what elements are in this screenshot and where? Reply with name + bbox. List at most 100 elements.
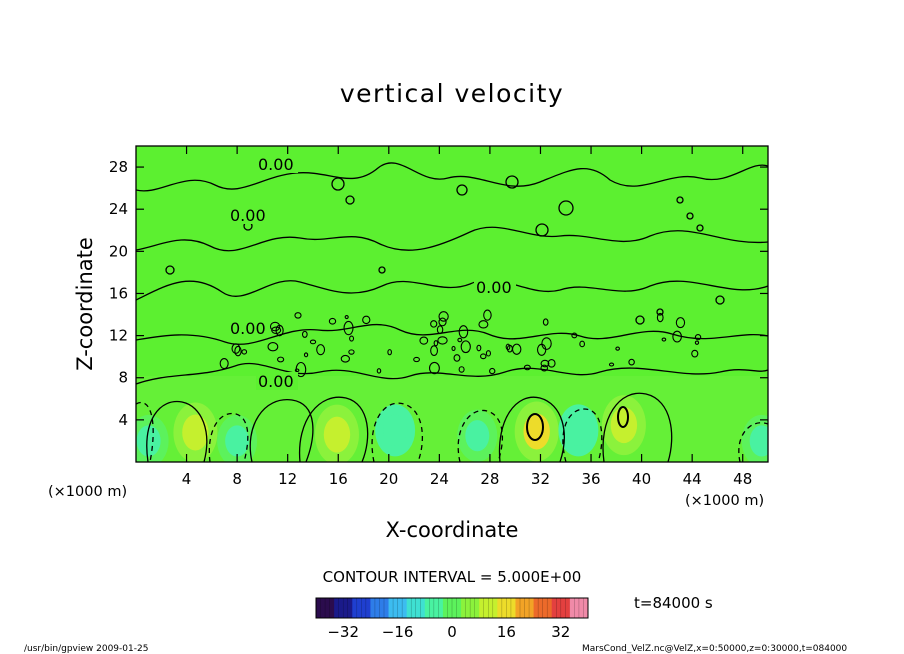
contour-cell <box>301 330 308 338</box>
x-tick-label: 36 <box>581 470 600 488</box>
contour-cell <box>387 349 392 356</box>
x-tick-label: 4 <box>182 470 192 488</box>
colorbar-swatch <box>352 598 371 618</box>
x-tick-label: 32 <box>531 470 550 488</box>
colorbar-swatch <box>370 598 390 618</box>
contour-cell <box>691 349 699 358</box>
contour-cell <box>458 325 469 339</box>
contour-cell <box>344 315 349 320</box>
contour-cell <box>328 317 337 325</box>
contour-cell <box>694 334 702 341</box>
colorbar-swatch <box>479 598 498 618</box>
contour-cell <box>511 343 522 355</box>
y-tick-label: 24 <box>109 200 128 218</box>
contour-cell <box>294 368 300 373</box>
x-tick-label: 20 <box>379 470 398 488</box>
contour-cell <box>413 356 420 363</box>
contour-cell <box>505 343 511 351</box>
contour-cell <box>483 309 492 321</box>
contour-cell <box>536 343 547 356</box>
updraft-core <box>610 407 638 444</box>
x-tick-label: 28 <box>480 470 499 488</box>
contour-cell <box>349 335 355 342</box>
contour-cell <box>430 320 438 328</box>
x-axis: 4 8 12 16 20 24 28 32 36 40 44 48 <box>182 146 752 488</box>
contour-cell <box>489 367 496 375</box>
y-axis-label: Z-coordinate <box>73 237 97 371</box>
contour-cell <box>231 343 241 354</box>
field-features <box>136 395 768 462</box>
contour-label: 0.00 <box>230 206 266 225</box>
x-tick-label: 48 <box>733 470 752 488</box>
contour-cell <box>316 344 326 356</box>
contour-label: 0.00 <box>476 278 512 297</box>
contour-cell <box>438 317 447 327</box>
plot-area: 0.00 0.00 0.00 0.00 0.00 <box>136 146 768 462</box>
contour-label: 0.00 <box>258 155 294 174</box>
downdraft-core <box>465 420 490 452</box>
contour-cell <box>540 364 549 372</box>
contour-cell <box>458 366 465 373</box>
contour-cell <box>523 364 531 371</box>
contour-cell <box>694 340 700 345</box>
x-unit-left: (×1000 m) <box>48 484 127 500</box>
x-tick-label: 12 <box>278 470 297 488</box>
colorbar-swatch <box>388 598 408 618</box>
contour-cell <box>343 320 354 336</box>
colorbar-swatch <box>569 598 589 618</box>
downdraft-core <box>136 425 161 457</box>
contour-interval-text: CONTOUR INTERVAL = 5.000E+00 <box>323 568 582 586</box>
downdraft-core <box>383 414 408 446</box>
contour-cell <box>376 368 382 374</box>
colorbar-tick-label: −16 <box>382 623 414 641</box>
colorbar-tick-label: 0 <box>447 623 457 641</box>
plot-frame <box>135 145 769 463</box>
contour-cell <box>419 336 429 345</box>
contour-cell <box>267 342 279 352</box>
x-tick-label: 44 <box>683 470 702 488</box>
colorbar <box>316 598 589 618</box>
updraft-core <box>182 414 209 451</box>
contour-cell <box>457 337 463 343</box>
contour-cell <box>438 311 449 322</box>
contour-cell <box>675 317 686 329</box>
contour-cell <box>615 346 620 351</box>
colorbar-frame <box>315 597 589 619</box>
colorbar-swatch <box>533 598 553 618</box>
contour-cell <box>309 339 317 345</box>
contour-cell <box>241 349 248 355</box>
contour-cell <box>269 321 281 332</box>
colorbar-swatch <box>551 598 571 618</box>
colorbar-swatch <box>334 598 353 618</box>
footer-left: /usr/bin/gpview 2009-01-25 <box>24 644 148 654</box>
contour-cell <box>460 340 471 354</box>
x-tick-label: 8 <box>232 470 242 488</box>
contour-cell <box>275 324 284 337</box>
y-tick-label: 4 <box>118 411 128 429</box>
colorbar-swatch <box>461 598 480 618</box>
colorbar-tick-label: −32 <box>327 623 359 641</box>
contour-cell <box>340 354 350 363</box>
small-contour-cells <box>219 309 702 378</box>
colorbar-tick-label: 16 <box>497 623 516 641</box>
y-axis: 4 8 12 16 20 24 28 <box>109 158 768 429</box>
y-tick-label: 12 <box>109 327 128 345</box>
time-label: t=84000 s <box>634 594 713 612</box>
contour-cell <box>628 358 635 366</box>
contour-cell <box>362 315 371 325</box>
chart-title: vertical velocity <box>340 79 564 108</box>
contour-cell <box>478 320 489 329</box>
contour-cell <box>451 345 456 351</box>
contour-label-group: 0.00 0.00 0.00 0.00 0.00 <box>228 155 516 391</box>
contour-cell <box>579 340 586 348</box>
updraft-core <box>323 416 351 453</box>
contour-cell <box>547 358 556 368</box>
contour-cell <box>433 340 439 347</box>
contour-cell <box>294 312 302 319</box>
x-tick-label: 40 <box>632 470 651 488</box>
contour-cell <box>453 354 461 362</box>
colorbar-swatch <box>442 598 462 618</box>
x-tick-label: 16 <box>329 470 348 488</box>
colorbar-swatch <box>316 598 335 618</box>
contour-cell <box>436 325 444 335</box>
